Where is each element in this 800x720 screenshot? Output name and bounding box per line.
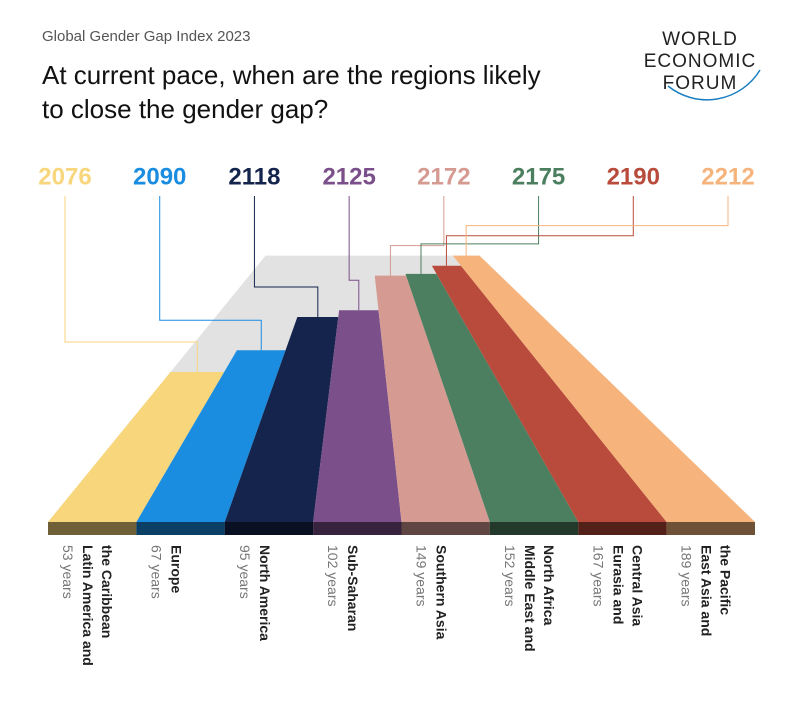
bar bbox=[224, 316, 339, 522]
year-label: 2076 bbox=[38, 163, 91, 190]
subtitle: Global Gender Gap Index 2023 bbox=[42, 28, 251, 45]
value-label: 152 years bbox=[501, 545, 518, 607]
category-label: Europe bbox=[168, 545, 185, 594]
logo-text: FORUM bbox=[663, 73, 738, 94]
bar bbox=[48, 372, 225, 522]
logo-arc bbox=[667, 69, 761, 101]
connector bbox=[348, 196, 360, 311]
bar bbox=[374, 275, 490, 522]
title: At current pace, when are the regions li… bbox=[42, 60, 541, 124]
bar-front-shade bbox=[48, 522, 137, 535]
category-label: Southern Asia bbox=[433, 545, 450, 640]
year-label: 2172 bbox=[417, 163, 470, 190]
connector bbox=[445, 196, 634, 266]
year-label: 2118 bbox=[228, 163, 280, 190]
year-label: 2212 bbox=[701, 163, 754, 190]
bar-front-shade bbox=[136, 522, 225, 535]
bar-front-shade bbox=[401, 522, 490, 535]
connector bbox=[253, 196, 319, 317]
value-label: 189 years bbox=[678, 545, 695, 607]
logo-text: WORLD bbox=[662, 29, 738, 50]
value-label: 102 years bbox=[325, 545, 342, 607]
value-label: 149 years bbox=[413, 545, 430, 607]
connector bbox=[389, 196, 445, 276]
category-label: Sub-Saharan bbox=[345, 545, 362, 632]
bar-front-shade bbox=[666, 522, 755, 535]
connector bbox=[159, 196, 262, 351]
connector bbox=[420, 196, 540, 274]
bar-front-shade bbox=[313, 522, 402, 535]
value-label: 95 years bbox=[236, 545, 253, 599]
year-label: 2175 bbox=[512, 163, 565, 190]
bar-front-shade bbox=[224, 522, 314, 535]
bar bbox=[431, 265, 667, 522]
value-label: 53 years bbox=[60, 545, 76, 599]
bar-front-shade bbox=[578, 522, 667, 535]
year-label: 2190 bbox=[607, 163, 660, 190]
value-label: 167 years bbox=[590, 545, 607, 607]
year-label: 2125 bbox=[322, 163, 375, 190]
category-label: East Asia and the Pacific bbox=[698, 545, 734, 637]
logo-text: ECONOMIC bbox=[644, 51, 757, 72]
connector bbox=[465, 196, 729, 256]
year-label: 2090 bbox=[133, 163, 186, 190]
value-label: 67 years bbox=[148, 545, 165, 599]
bar-front-shade bbox=[489, 522, 579, 535]
connector bbox=[64, 196, 198, 373]
category-label: Eurasia and Central Asia bbox=[610, 545, 646, 627]
bar bbox=[313, 310, 402, 522]
bar bbox=[452, 255, 755, 522]
bar bbox=[136, 350, 286, 522]
category-label: Latin America and the Caribbean bbox=[80, 545, 115, 666]
category-label: Middle East and North Africa bbox=[521, 545, 557, 652]
bar bbox=[405, 273, 579, 522]
category-label: North America bbox=[256, 545, 273, 641]
